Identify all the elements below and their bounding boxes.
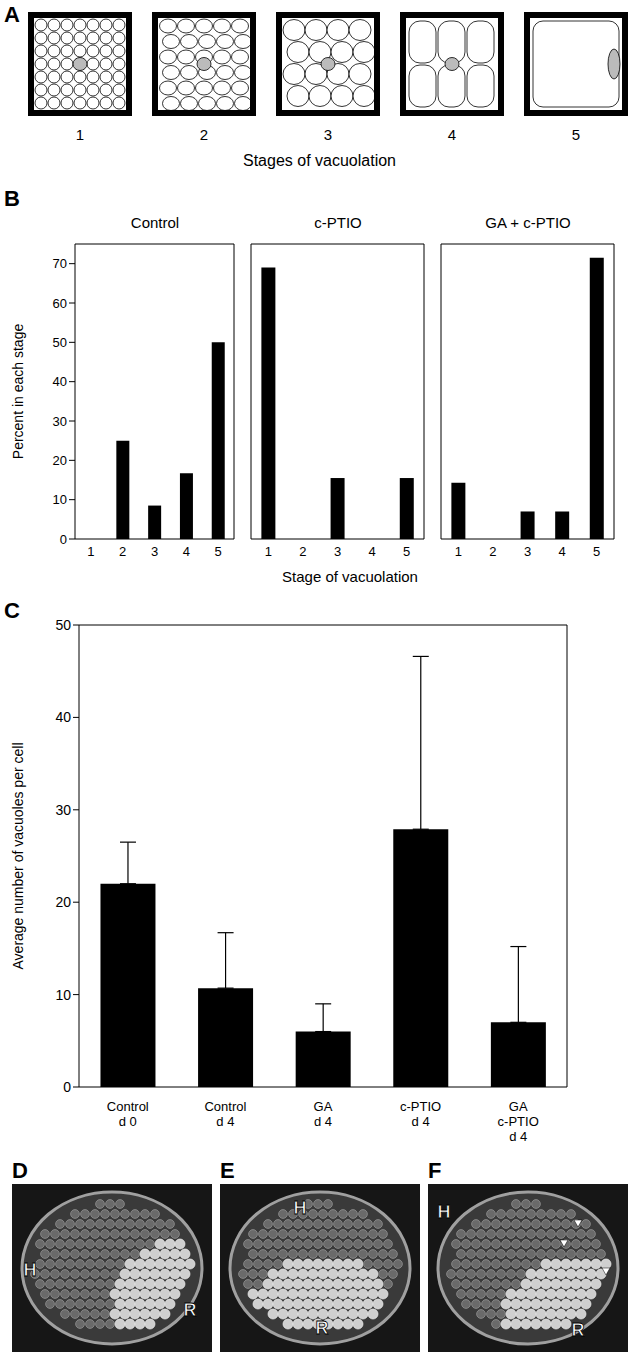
svg-text:H: H [24,1260,37,1280]
svg-text:Percent in each stage: Percent in each stage [10,324,26,460]
svg-text:10: 10 [55,987,71,1003]
svg-text:R: R [316,1318,329,1338]
svg-text:0: 0 [63,1079,71,1095]
html-text:F: F [428,1158,442,1183]
html-text:Stages of vacuolation: Stages of vacuolation [243,152,396,169]
html-text:3: 3 [323,126,333,143]
svg-text:30: 30 [55,802,71,818]
html-text:1: 1 [75,126,85,143]
svg-text:5: 5 [214,544,221,559]
html-text:E: E [220,1158,235,1183]
svg-text:2: 2 [489,544,496,559]
svg-text:50: 50 [55,617,71,633]
svg-text:Average number of vacuoles per: Average number of vacuoles per cell [10,743,26,970]
svg-text:1: 1 [455,544,462,559]
html-text:C: C [4,598,20,623]
html-text:GA + c-PTIO: GA + c-PTIO [485,214,571,231]
svg-text:20: 20 [55,894,71,910]
html-text:Control: Control [130,214,180,231]
svg-text:50: 50 [53,335,67,350]
svg-text:40: 40 [53,374,67,389]
html-text:Stage of vacuolation: Stage of vacuolation [282,568,418,585]
html-text:A: A [4,2,20,27]
html-text:B: B [4,186,20,211]
svg-text:GAc-PTIOd 4: GAc-PTIOd 4 [498,1099,539,1144]
svg-text:0: 0 [60,532,67,547]
svg-text:c-PTIOd 4: c-PTIOd 4 [400,1099,441,1129]
svg-text:4: 4 [558,544,565,559]
svg-text:4: 4 [183,544,190,559]
svg-text:40: 40 [55,709,71,725]
svg-text:20: 20 [53,453,67,468]
svg-text:R: R [184,1300,197,1320]
svg-text:Controld 0: Controld 0 [107,1099,149,1129]
html-text:5: 5 [571,126,581,143]
svg-text:3: 3 [524,544,531,559]
svg-text:60: 60 [53,296,67,311]
svg-text:GAd 4: GAd 4 [314,1099,333,1129]
svg-text:1: 1 [87,544,94,559]
svg-text:2: 2 [299,544,306,559]
svg-text:10: 10 [53,492,67,507]
html-text:D: D [12,1158,28,1183]
svg-text:1: 1 [265,544,272,559]
svg-text:30: 30 [53,414,67,429]
svg-text:H: H [438,1202,451,1222]
html-text:c-PTIO: c-PTIO [314,214,362,231]
svg-text:4: 4 [368,544,375,559]
html-text:2: 2 [199,126,209,143]
svg-text:3: 3 [151,544,158,559]
svg-text:2: 2 [119,544,126,559]
svg-text:3: 3 [334,544,341,559]
svg-text:Controld 4: Controld 4 [204,1099,246,1129]
svg-text:R: R [572,1320,585,1340]
svg-text:5: 5 [593,544,600,559]
svg-text:5: 5 [403,544,410,559]
html-text:4: 4 [447,126,457,143]
svg-text:70: 70 [53,256,67,271]
svg-text:H: H [294,1198,307,1218]
